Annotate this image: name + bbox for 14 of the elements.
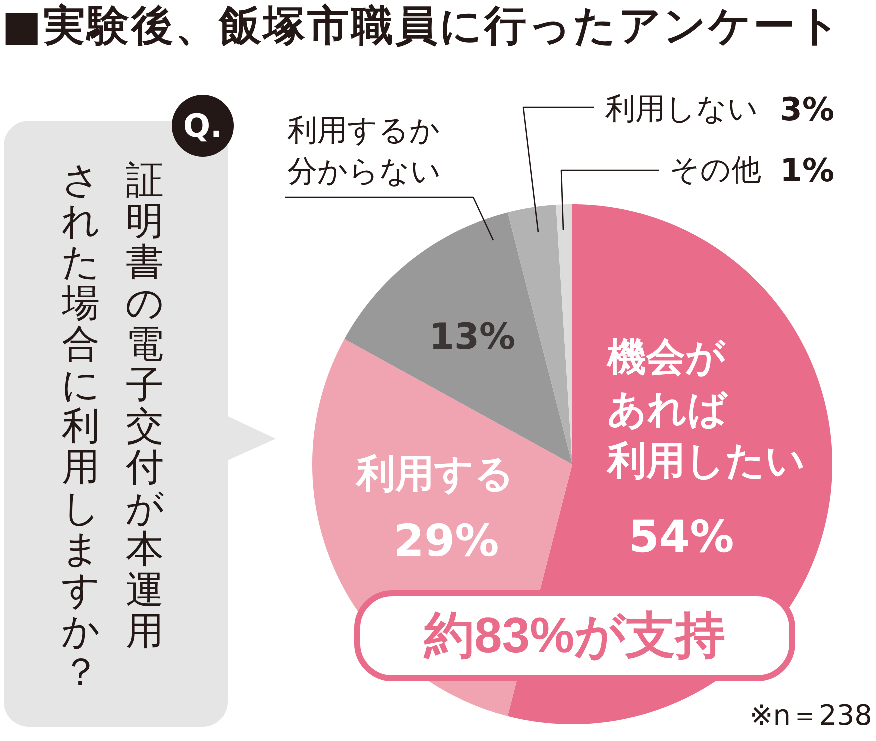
slice-label: 利用するか分からない [288, 114, 442, 190]
text: 約83%が支持 [354, 590, 796, 682]
slice-label: 利用する [354, 452, 514, 497]
chart-title: ■実験後、飯塚市職員に行ったアンケート [2, 0, 843, 52]
data-label: 3% [780, 90, 834, 128]
data-label: 54% [628, 512, 734, 563]
slice-label: 利用しない [606, 92, 758, 127]
data-label: 1% [780, 152, 834, 190]
data-label: 29% [394, 516, 500, 567]
slice-label: その他 [670, 153, 762, 188]
slice-label: 機会があれば利用したい [606, 336, 806, 484]
data-label: 13% [429, 317, 516, 358]
text: 証明書の電子交付が本運用された場合に利用しますか？ [62, 158, 164, 694]
text: ※n＝238 [750, 699, 873, 732]
